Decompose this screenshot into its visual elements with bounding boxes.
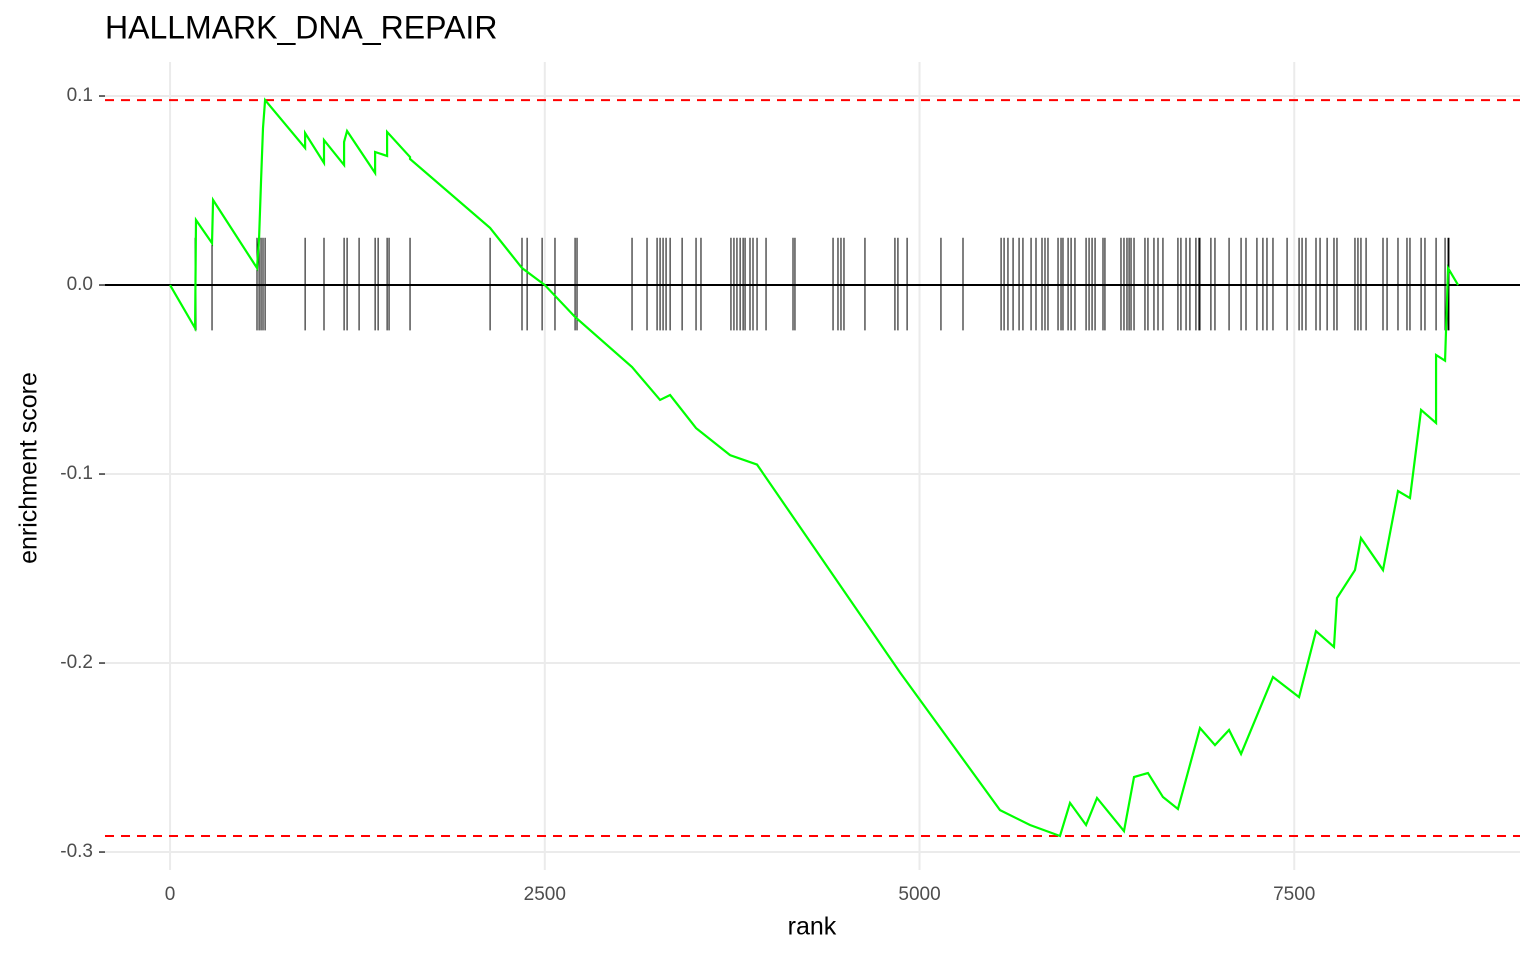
x-tick-label: 0 (165, 884, 176, 905)
y-tick-label: 0.1 (67, 85, 93, 106)
y-tick-label: -0.1 (60, 463, 93, 484)
y-tick-label: 0.0 (67, 274, 93, 295)
x-tick-label: 7500 (1273, 884, 1315, 905)
enrichment-curve (169, 97, 1460, 838)
chart-title: HALLMARK_DNA_REPAIR (105, 9, 497, 45)
y-axis-label: enrichment score (15, 372, 43, 564)
y-tick-label: -0.2 (60, 652, 93, 673)
x-axis-label: rank (788, 913, 837, 941)
y-tick-label: -0.3 (60, 841, 93, 862)
x-tick-label: 2500 (524, 884, 566, 905)
x-tick-label: 5000 (898, 884, 940, 905)
